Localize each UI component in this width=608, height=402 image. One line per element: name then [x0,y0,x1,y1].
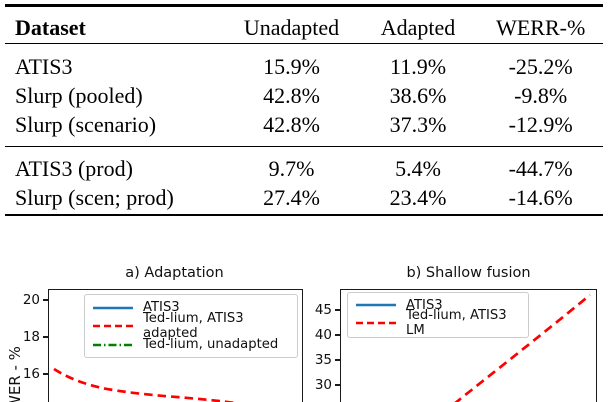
chart-b-ytick-40: 40 [314,327,332,343]
table-cell: ATIS3 (prod) [15,155,133,181]
legend-item: ATIS3 [93,299,289,316]
legend-label: Ted-lium, unadapted [143,337,279,352]
blue-solid-line-icon [356,303,396,307]
chart-b-legend: ATIS3 Ted-lium, ATIS3 LM [347,292,529,338]
chart-a-tick-mark [43,373,48,375]
table-rule-after-header [5,43,603,45]
table-cell: -14.6% [508,184,573,210]
table-cell: -44.7% [508,155,573,181]
column-header-unadapted: Unadapted [243,15,340,40]
column-header-dataset: Dataset [15,15,86,40]
chart-a-tick-mark [43,299,48,301]
table-cell: 27.4% [263,184,320,210]
table-cell: 15.9% [263,53,320,79]
table-cell: Slurp (pooled) [15,82,143,108]
table-cell: Slurp (scenario) [15,111,157,137]
legend-item: ATIS3 [356,297,520,313]
table-cell: -25.2% [508,53,573,79]
table-cell: 37.3% [389,111,447,137]
chart-b-tick-mark [335,359,340,361]
table-cell: 42.8% [263,111,320,137]
chart-b-ytick-35: 35 [314,352,332,368]
table-header-row: Dataset Unadapted Adapted WERR-% [5,11,603,45]
legend-item: Ted-lium, ATIS3 LM [356,308,520,338]
legend-label: Ted-lium, ATIS3 LM [406,308,507,338]
chart-a-ytick-18: 18 [22,329,40,345]
chart-b-ytick-45: 45 [314,302,332,318]
chart-a-tick-mark [43,336,48,338]
chart-b-title: b) Shallow fusion [406,265,531,281]
chart-b-tick-mark [335,334,340,336]
column-header-werr: WERR-% [496,15,586,40]
table-cell: Slurp (scen; prod) [15,184,174,210]
table-row: Slurp (scenario) 42.8% 37.3% -12.9% [5,110,603,139]
red-dashed-line-icon [93,324,133,328]
table-row: ATIS3 15.9% 11.9% -25.2% [5,52,603,81]
legend-label: ATIS3 [406,297,443,313]
red-dashed-line-icon [356,321,396,325]
chart-a-title: a) Adaptation [125,265,224,281]
table-rule-bottom [5,213,603,217]
blue-solid-line-icon [93,306,133,309]
chart-a-ytick-20: 20 [22,292,40,308]
table-cell: ATIS3 [15,53,73,79]
table-row: ATIS3 (prod) 9.7% 5.4% -44.7% [5,154,603,183]
table-rule-top [5,4,603,7]
chart-a-legend: ATIS3 Ted-lium, ATIS3 adapted Ted-lium, … [84,294,298,358]
chart-b-plot-area [340,289,597,402]
chart-b-tick-mark [335,309,340,311]
table-rule-midsection [5,146,603,148]
table-cell: 5.4% [395,155,441,181]
green-dashdot-line-icon [93,343,133,346]
table-cell: 11.9% [390,53,447,79]
chart-a-y-axis-label: WER - % [6,346,24,402]
chart-b-ytick-30: 30 [314,377,332,393]
chart-a-ytick-16: 16 [22,366,40,382]
legend-item: Ted-lium, unadapted [93,336,289,353]
table-cell: 42.8% [263,82,320,108]
table-cell: -12.9% [508,111,573,137]
legend-item: Ted-lium, ATIS3 adapted [93,311,289,341]
legend-label: ATIS3 [143,300,180,315]
table-row: Slurp (scen; prod) 27.4% 23.4% -14.6% [5,183,603,212]
column-header-adapted: Adapted [380,15,456,40]
table-cell: 9.7% [268,155,315,181]
chart-b-tick-mark [335,384,340,386]
chart-a-plot-area [48,289,303,402]
legend-label: Ted-lium, ATIS3 adapted [143,311,244,341]
table-cell: -9.8% [514,82,568,108]
table-cell: 23.4% [389,184,447,210]
table-cell: 38.6% [389,82,447,108]
table-row: Slurp (pooled) 42.8% 38.6% -9.8% [5,81,603,110]
